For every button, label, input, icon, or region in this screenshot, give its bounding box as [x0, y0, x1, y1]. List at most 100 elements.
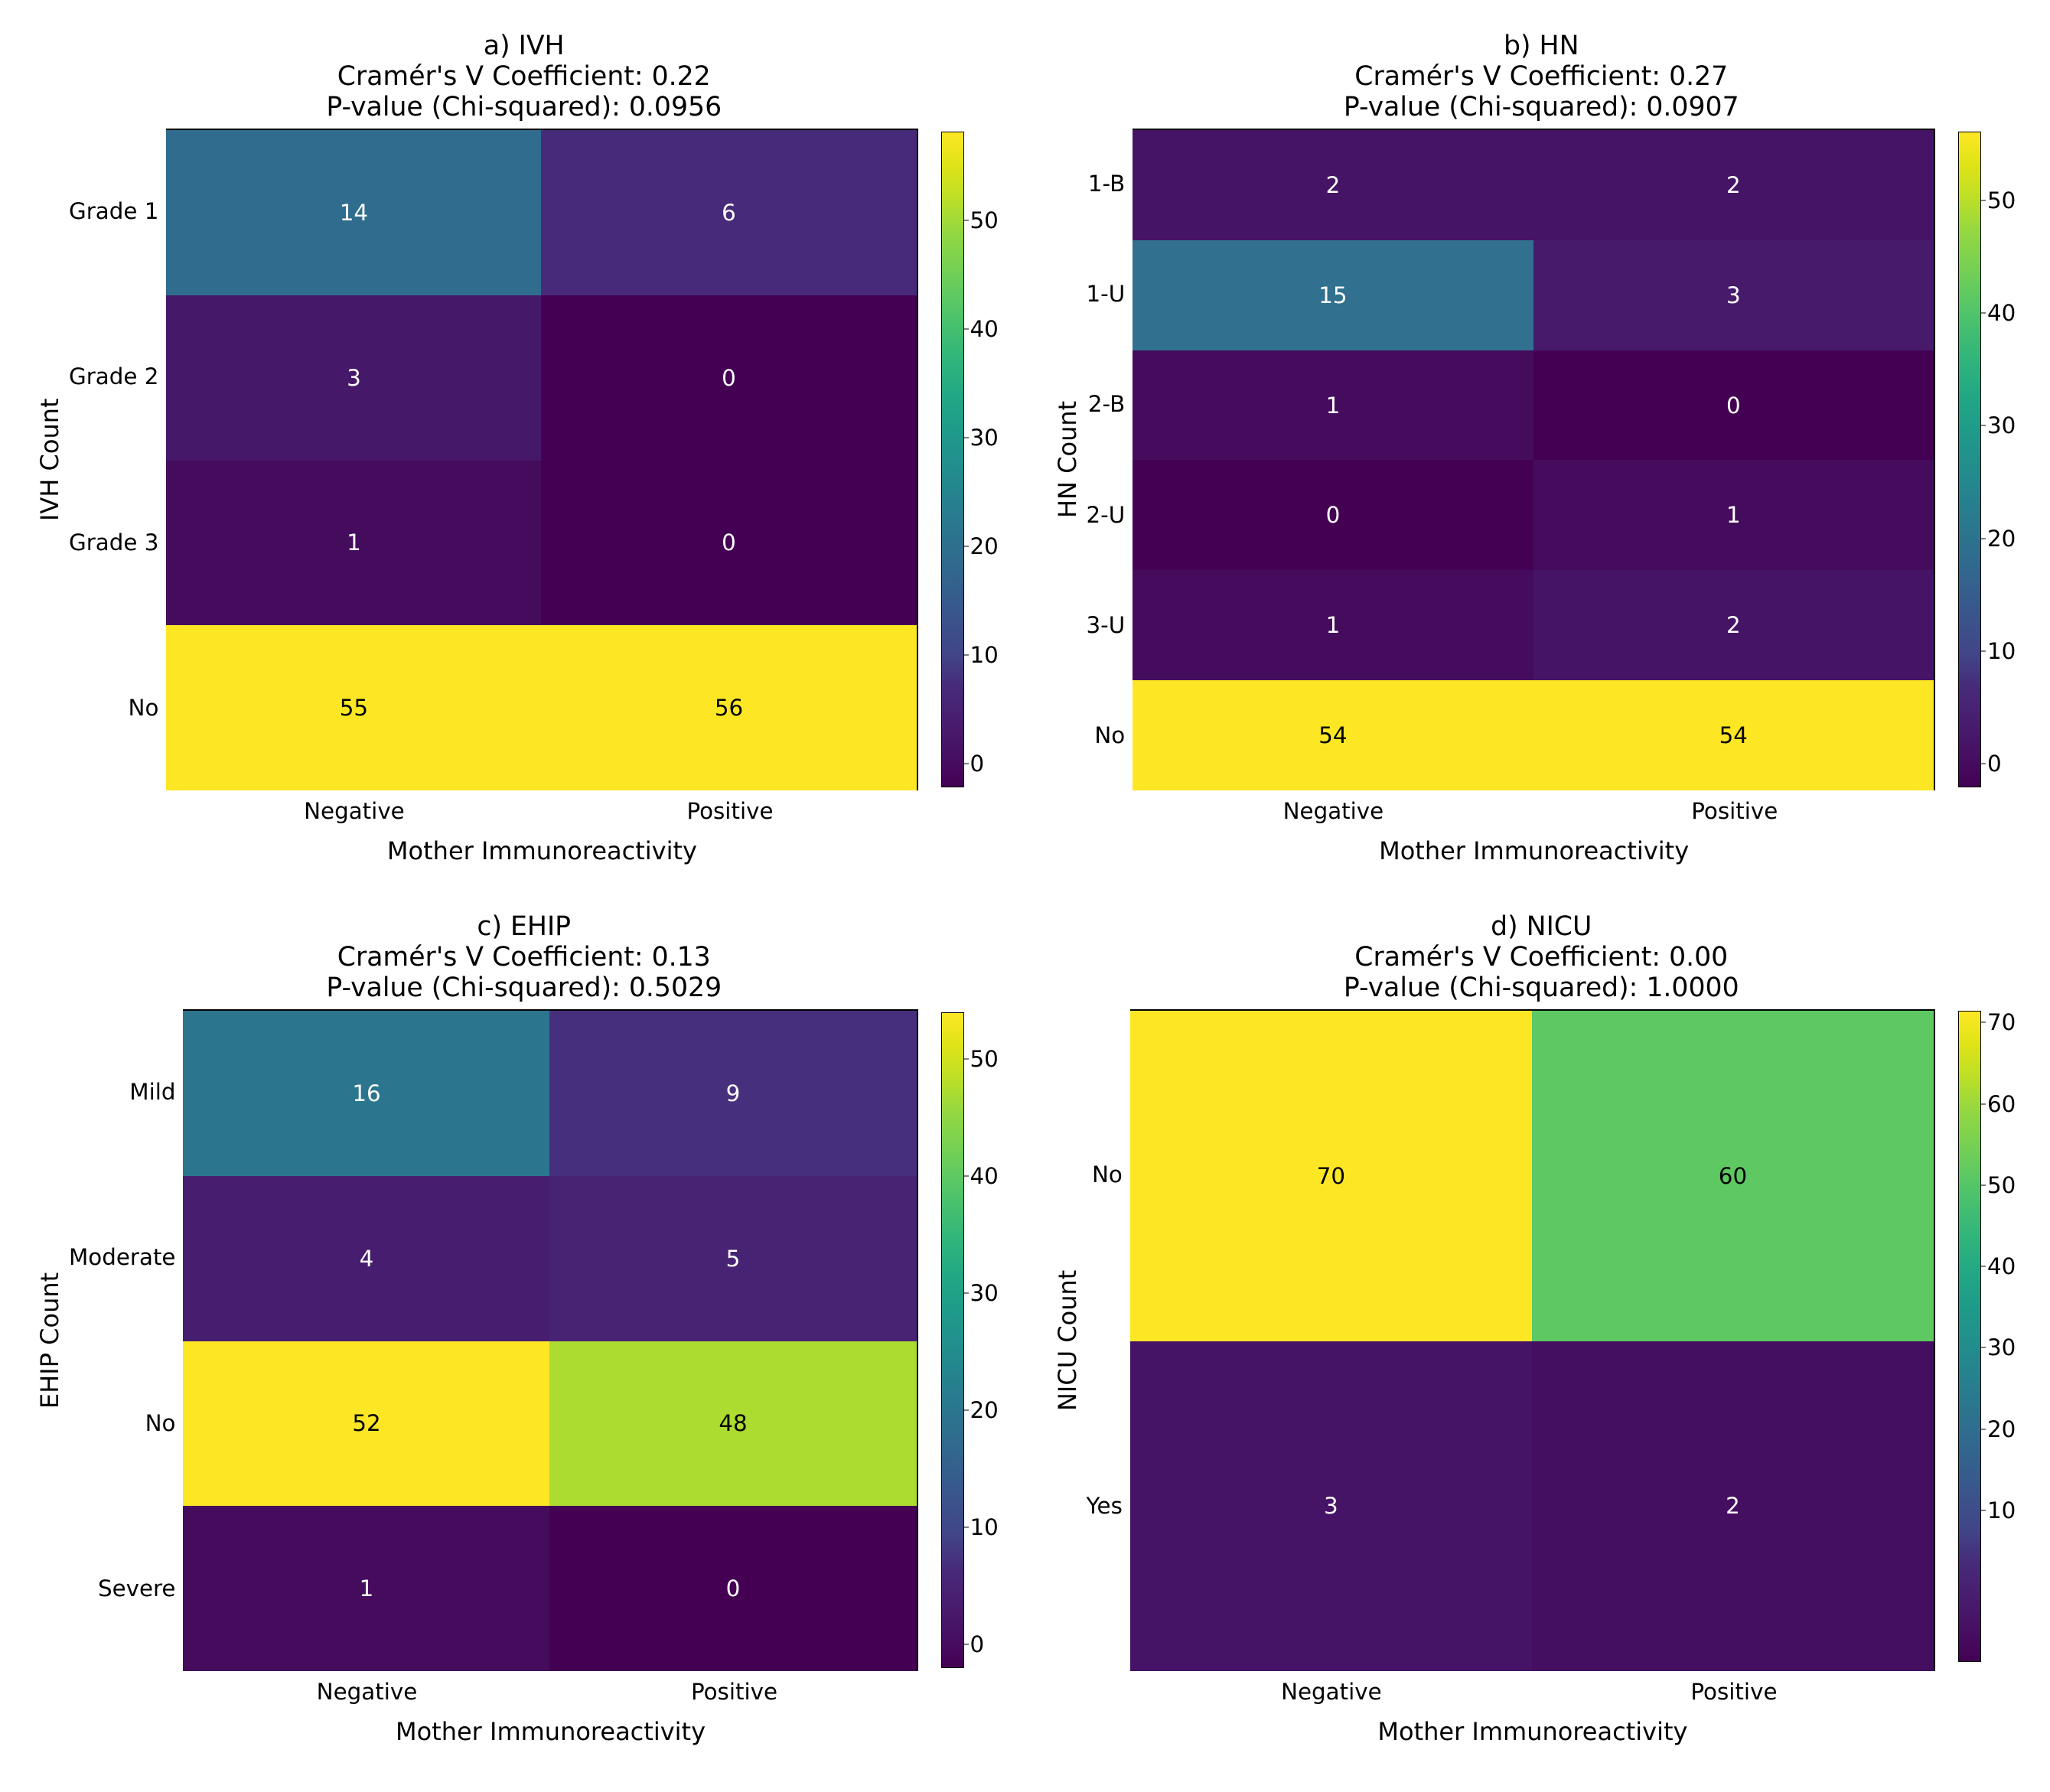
- panel-d-cbar-tick-4: 50: [1987, 1172, 2016, 1198]
- panel-b-cell-4-1: 2: [1533, 570, 1934, 680]
- panel-d-xtick-1: Positive: [1533, 1679, 1935, 1705]
- panel-b-colorbar: [1958, 132, 1981, 787]
- panel-c-cbar-tick-0: 0: [970, 1631, 985, 1657]
- panel-c-title-line-0: c) EHIP: [326, 911, 722, 942]
- panel-b-cell-0-0: 2: [1133, 130, 1533, 240]
- panel-d-cbar-tick-5: 60: [1987, 1091, 2016, 1117]
- panel-title-block: c) EHIPCramér's V Coefficient: 0.13P-val…: [326, 911, 722, 1003]
- chart-grid: a) IVHCramér's V Coefficient: 0.22P-valu…: [8, 15, 2050, 1777]
- panel-c-cbar-tick-1: 10: [970, 1514, 999, 1540]
- panel-d-cell-0-1: 60: [1532, 1011, 1934, 1341]
- panel-c-xtick-1: Positive: [550, 1679, 917, 1705]
- panel-b-yticks: 1-B1-U2-B2-U3-UNo: [1087, 129, 1133, 790]
- panel-b-ytick-1: 1-U: [1087, 281, 1126, 307]
- panel-c-cell-1-1: 5: [549, 1176, 916, 1341]
- panel-b-title-line-0: b) HN: [1344, 31, 1739, 61]
- panel-a-cell-3-1: 56: [541, 625, 916, 790]
- panel-a-colorbar-wrap: 01020304050: [941, 129, 1018, 790]
- panel-a-cell-2-1: 0: [541, 461, 916, 626]
- panel-d-cbar-tick-6: 70: [1987, 1009, 2016, 1035]
- panel-a-yticks: Grade 1Grade 2Grade 3No: [69, 129, 166, 790]
- panel-b-colorbar-ticks: 01020304050: [1981, 129, 2035, 790]
- panel-a-ytick-1: Grade 2: [69, 363, 158, 389]
- panel-b-xticks: NegativePositive: [1133, 798, 1935, 824]
- panel-c-title-line-1: Cramér's V Coefficient: 0.13: [326, 942, 722, 973]
- panel-c-colorbar-wrap: 0 10 20 30 40 50: [941, 1009, 1018, 1671]
- panel-d-ylabel: NICU Count: [1048, 1009, 1087, 1671]
- panel-d-cbar-tick-1: 20: [1987, 1416, 2016, 1442]
- panel-d-cell-1-1: 2: [1532, 1341, 1934, 1672]
- panel-b-cbar-tick-2: 20: [1987, 526, 2016, 552]
- panel-d-colorbar-wrap: 10203040506070: [1958, 1009, 2035, 1671]
- panel-c: c) EHIPCramér's V Coefficient: 0.13P-val…: [31, 911, 1018, 1746]
- panel-c-cbar-tick-4: 40: [970, 1163, 999, 1189]
- panel-title-block: b) HNCramér's V Coefficient: 0.27P-value…: [1344, 31, 1739, 122]
- panel-c-colorbar-ticks: 0 10 20 30 40 50: [964, 1009, 1018, 1671]
- panel-a-ytick-3: No: [129, 695, 159, 721]
- panel-d-cell-1-0: 3: [1130, 1341, 1532, 1672]
- panel-c-cell-1-0: 4: [183, 1176, 549, 1341]
- panel-b-xlabel: Mother Immunoreactivity: [1133, 836, 1935, 865]
- panel-c-ytick-2: No: [145, 1410, 176, 1436]
- panel-b-cbar-tick-0: 0: [1987, 751, 2002, 777]
- panel-a-cbar-tick-1: 10: [970, 642, 999, 668]
- panel-d-cbar-tick-0: 10: [1987, 1497, 2016, 1523]
- panel-a-xlabel: Mother Immunoreactivity: [166, 836, 917, 865]
- panel-c-cbar-tick-5: 50: [970, 1046, 999, 1072]
- panel-a-ylabel: IVH Count: [31, 129, 69, 790]
- panel-b-ytick-5: No: [1094, 722, 1125, 748]
- panel-d-ytick-0: No: [1092, 1162, 1123, 1188]
- panel-b-ytick-4: 3-U: [1087, 612, 1126, 638]
- panel-a-cbar-tick-2: 20: [970, 533, 999, 559]
- panel-b-cell-3-1: 1: [1533, 460, 1934, 570]
- panel-c-title-line-2: P-value (Chi-squared): 0.5029: [326, 973, 722, 1003]
- panel-d: d) NICUCramér's V Coefficient: 0.00P-val…: [1048, 911, 2035, 1746]
- panel-a-cell-0-0: 14: [166, 130, 541, 295]
- panel-c-ylabel: EHIP Count: [31, 1009, 69, 1671]
- panel-a-colorbar: [941, 132, 964, 787]
- panel-b-cell-3-0: 0: [1133, 460, 1533, 570]
- panel-b-colorbar-wrap: 01020304050: [1958, 129, 2035, 790]
- panel-a-cell-1-1: 0: [541, 295, 916, 461]
- panel-c-cbar-tick-3: 30: [970, 1280, 999, 1306]
- panel-b-cell-0-1: 2: [1533, 130, 1934, 240]
- panel-a-title-line-2: P-value (Chi-squared): 0.0956: [326, 92, 722, 122]
- panel-b: b) HNCramér's V Coefficient: 0.27P-value…: [1048, 31, 2035, 865]
- panel-b-cell-1-0: 15: [1133, 240, 1533, 350]
- panel-b-cell-2-0: 1: [1133, 350, 1533, 461]
- panel-b-cbar-tick-5: 50: [1987, 187, 2016, 213]
- panel-d-xlabel: Mother Immunoreactivity: [1130, 1717, 1935, 1746]
- panel-c-cbar-tick-2: 20: [970, 1397, 999, 1423]
- panel-d-cbar-tick-2: 30: [1987, 1334, 2016, 1360]
- panel-title-block: a) IVHCramér's V Coefficient: 0.22P-valu…: [326, 31, 722, 122]
- panel-b-cell-4-0: 1: [1133, 570, 1533, 680]
- panel-a-ytick-2: Grade 3: [69, 529, 158, 556]
- panel-a-cbar-tick-0: 0: [970, 751, 985, 777]
- panel-b-xtick-0: Negative: [1133, 798, 1533, 824]
- panel-a-cell-1-0: 3: [166, 295, 541, 461]
- panel-b-ytick-2: 2-B: [1088, 391, 1125, 417]
- panel-a-xtick-1: Positive: [542, 798, 917, 824]
- panel-b-cell-5-1: 54: [1533, 680, 1934, 790]
- panel-a-title-line-0: a) IVH: [326, 31, 722, 61]
- panel-a-title-line-1: Cramér's V Coefficient: 0.22: [326, 61, 722, 92]
- panel-a-colorbar-ticks: 01020304050: [964, 129, 1018, 790]
- panel-d-ytick-1: Yes: [1087, 1493, 1123, 1519]
- panel-a-cbar-tick-5: 50: [970, 207, 999, 233]
- panel-a-xtick-0: Negative: [166, 798, 542, 824]
- panel-d-title-line-1: Cramér's V Coefficient: 0.00: [1344, 942, 1739, 973]
- panel-d-heatmap: 706032: [1130, 1009, 1935, 1671]
- panel-a-cbar-tick-3: 30: [970, 425, 999, 451]
- panel-d-xticks: NegativePositive: [1130, 1679, 1935, 1705]
- panel-a-cell-2-0: 1: [166, 461, 541, 626]
- panel-b-xtick-1: Positive: [1534, 798, 1935, 824]
- panel-c-yticks: MildModerateNoSevere: [69, 1009, 183, 1671]
- panel-b-cell-2-1: 0: [1533, 350, 1934, 461]
- panel-c-ytick-0: Mild: [129, 1079, 175, 1105]
- panel-b-ylabel: HN Count: [1048, 129, 1087, 790]
- panel-b-title-line-2: P-value (Chi-squared): 0.0907: [1344, 92, 1739, 122]
- panel-title-block: d) NICUCramér's V Coefficient: 0.00P-val…: [1344, 911, 1739, 1003]
- panel-d-cell-0-0: 70: [1130, 1011, 1532, 1341]
- panel-d-xtick-0: Negative: [1130, 1679, 1533, 1705]
- panel-b-ytick-3: 2-U: [1087, 502, 1126, 528]
